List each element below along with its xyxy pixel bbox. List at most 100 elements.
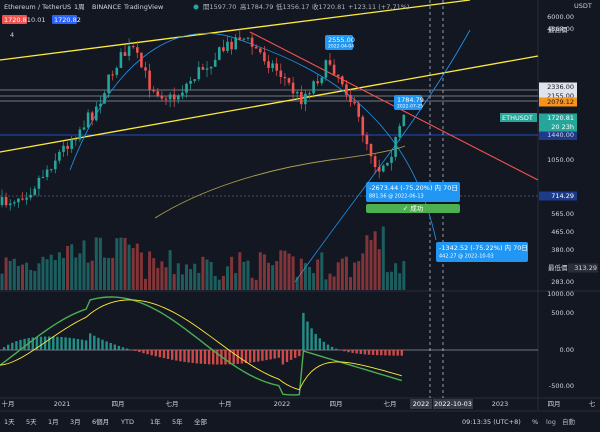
- volume-bar: [230, 256, 234, 290]
- volume-bar: [303, 263, 307, 290]
- candle-body: [49, 169, 53, 171]
- macd-histogram: [212, 350, 215, 365]
- time-tick: 十月: [219, 399, 232, 408]
- drop2-box: [436, 242, 528, 262]
- candle-body: [185, 83, 188, 93]
- price-badge-label: 714.29: [551, 192, 574, 200]
- candle-body: [238, 37, 242, 40]
- candle-body: [291, 82, 295, 94]
- candle-body: [234, 37, 237, 50]
- volume-bar: [246, 260, 250, 290]
- range-button[interactable]: 1天: [4, 418, 15, 426]
- price-tick: 1050.00: [547, 156, 574, 164]
- candle-body: [246, 37, 250, 39]
- price-tick: 283.00: [551, 278, 574, 286]
- ohlc-open: 開1597.70: [203, 3, 236, 11]
- candle-body: [369, 144, 373, 157]
- macd-histogram: [257, 350, 260, 362]
- macd-histogram: [191, 350, 194, 363]
- volume-bar: [361, 253, 365, 290]
- candle-body: [386, 162, 389, 166]
- candle-body: [267, 61, 270, 68]
- macd-histogram: [39, 336, 43, 350]
- volume-bar: [70, 244, 74, 290]
- candle-body: [58, 151, 61, 161]
- volume-bar: [135, 243, 139, 290]
- time-tick: 四月: [330, 400, 343, 408]
- volume-bar: [328, 273, 332, 290]
- volume-bar: [312, 273, 316, 290]
- candle-body: [259, 48, 262, 53]
- range-button[interactable]: 6個月: [92, 417, 109, 426]
- candle-body: [172, 94, 176, 100]
- log-toggle[interactable]: log: [546, 418, 556, 426]
- indicator-count[interactable]: 4: [10, 31, 14, 39]
- candle-body: [398, 126, 401, 137]
- range-button[interactable]: 1年: [150, 417, 161, 426]
- candle-body: [123, 52, 127, 56]
- volume-bar: [385, 272, 389, 290]
- sell-price[interactable]: 1720.81: [4, 16, 31, 24]
- macd-histogram: [105, 341, 108, 350]
- candle-body: [90, 112, 94, 121]
- low-label: 最低價: [548, 263, 568, 272]
- candle-body: [95, 106, 98, 121]
- sell-button[interactable]: [2, 15, 27, 24]
- range-buttons: 1天 5天 1月 3月 6個月 YTD 1年 5年 全部: [4, 417, 208, 426]
- auto-toggle[interactable]: 自動: [562, 417, 576, 426]
- volume-bar: [316, 259, 320, 290]
- volume-bar: [41, 256, 45, 290]
- macd-histogram: [285, 350, 289, 363]
- price-badge: [539, 113, 577, 123]
- recent-box: [394, 95, 422, 110]
- candle-body: [312, 81, 315, 94]
- range-button[interactable]: 3月: [70, 418, 81, 426]
- macd-histogram: [232, 350, 235, 365]
- volume-bar: [45, 259, 49, 290]
- macd-histogram: [281, 350, 285, 365]
- time-tick: 七月: [166, 399, 179, 408]
- price-badge: [568, 263, 598, 273]
- macd-histogram: [203, 350, 207, 365]
- macd-histogram: [97, 337, 100, 350]
- candle-body: [226, 41, 229, 51]
- macd-histogram: [121, 347, 125, 350]
- range-button[interactable]: 全部: [194, 417, 208, 426]
- tick-box: [539, 91, 577, 101]
- candle-body: [45, 169, 49, 177]
- macd-histogram: [277, 350, 280, 358]
- volume-bar: [57, 252, 61, 290]
- macd-histogram: [158, 350, 162, 358]
- candle-body: [271, 63, 274, 68]
- macd-histogram: [56, 336, 59, 350]
- brand: TradingView: [123, 3, 164, 11]
- macd-histogram: [244, 350, 248, 364]
- macd-histogram: [80, 339, 84, 350]
- range-button[interactable]: 5年: [172, 417, 183, 426]
- volume-bar: [172, 274, 176, 290]
- range-button[interactable]: 1月: [48, 418, 59, 426]
- volume-bar: [37, 263, 41, 290]
- percent[interactable]: %: [532, 418, 538, 426]
- buy-button[interactable]: [52, 15, 77, 24]
- spread: 0.01: [31, 16, 45, 24]
- macd-histogram: [64, 337, 67, 350]
- range-button[interactable]: 5天: [26, 418, 37, 426]
- price-badge-label: 20 23h: [551, 123, 574, 131]
- macd-histogram: [23, 338, 26, 350]
- high-label: 最高價: [548, 25, 568, 34]
- volume-bar: [320, 252, 324, 290]
- volume-bar: [16, 265, 20, 290]
- range-button[interactable]: YTD: [120, 418, 134, 426]
- time-tick: 七月: [384, 399, 397, 408]
- buy-price[interactable]: 1720.82: [54, 16, 81, 24]
- macd-histogram: [253, 350, 256, 363]
- volume-bar: [398, 273, 402, 290]
- volume-bar: [53, 260, 57, 290]
- volume-bar: [394, 263, 398, 290]
- macd-histogram: [371, 350, 375, 355]
- candle-body: [336, 74, 340, 77]
- candle-body: [127, 46, 131, 56]
